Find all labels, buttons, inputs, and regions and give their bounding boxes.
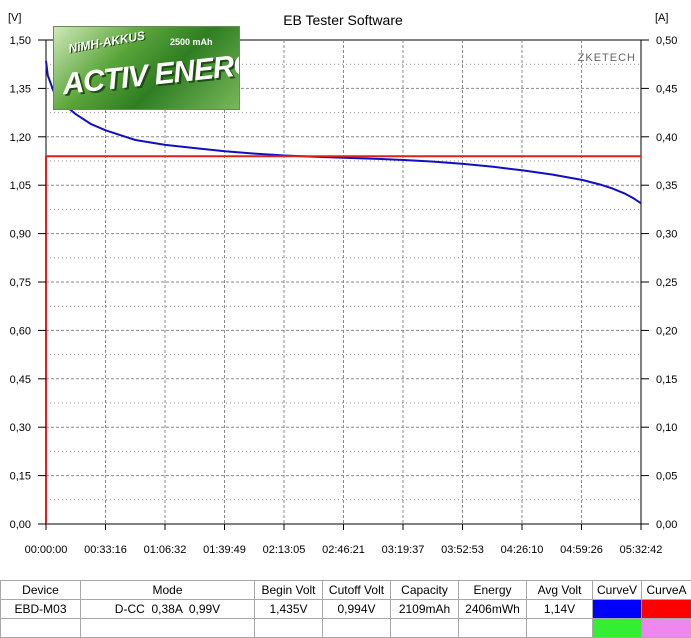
header-capacity: Capacity — [391, 581, 459, 600]
empty-cell — [255, 619, 323, 638]
empty-cell — [81, 619, 255, 638]
y-right-tick-label: 0,30 — [656, 229, 677, 241]
table-header-row: Device Mode Begin Volt Cutoff Volt Capac… — [1, 581, 691, 600]
x-tick-label: 05:32:42 — [620, 544, 663, 556]
logo-text-brand: ACTIV ENERGY — [61, 46, 240, 102]
empty-cell — [459, 619, 527, 638]
x-tick-label: 00:33:16 — [84, 544, 127, 556]
header-avg-volt: Avg Volt — [527, 581, 593, 600]
y-left-tick-label: 1,50 — [10, 35, 31, 47]
y-left-tick-label: 0,75 — [10, 277, 31, 289]
summary-table: Device Mode Begin Volt Cutoff Volt Capac… — [0, 580, 691, 638]
y-right-tick-label: 0,10 — [656, 422, 677, 434]
x-tick-label: 01:39:49 — [203, 544, 246, 556]
y-right-tick-label: 0,50 — [656, 35, 677, 47]
x-tick-label: 00:00:00 — [25, 544, 68, 556]
cell-avg-volt: 1,14V — [527, 600, 593, 619]
cell-capacity: 2109mAh — [391, 600, 459, 619]
y-left-tick-label: 1,05 — [10, 180, 31, 192]
table-row-empty[interactable] — [1, 619, 691, 638]
empty-cell — [323, 619, 391, 638]
extra-color-swatch-1[interactable] — [593, 619, 642, 638]
y-right-tick-label: 0,35 — [656, 180, 677, 192]
header-begin-volt: Begin Volt — [255, 581, 323, 600]
y-left-tick-label: 0,00 — [10, 519, 31, 531]
brand-watermark: ZKETECH — [578, 52, 636, 64]
header-curve-a: CurveA — [642, 581, 691, 600]
y-right-tick-label: 0,25 — [656, 277, 677, 289]
header-curve-v: CurveV — [593, 581, 642, 600]
cell-device: EBD-M03 — [1, 600, 81, 619]
y-left-tick-label: 0,15 — [10, 471, 31, 483]
cell-begin-volt: 1,435V — [255, 600, 323, 619]
y-left-tick-label: 0,30 — [10, 422, 31, 434]
cell-cutoff-volt: 0,994V — [323, 600, 391, 619]
logo-text-nimh: NiMH-AKKUS — [67, 28, 146, 55]
logo-text-capacity: 2500 mAh — [170, 37, 213, 47]
header-energy: Energy — [459, 581, 527, 600]
y-right-tick-label: 0,00 — [656, 519, 677, 531]
chart-title: EB Tester Software — [283, 12, 403, 28]
x-tick-label: 03:19:37 — [382, 544, 425, 556]
y-left-tick-label: 1,35 — [10, 83, 31, 95]
x-tick-label: 04:59:26 — [560, 544, 603, 556]
x-tick-label: 03:52:53 — [441, 544, 484, 556]
y-left-unit: [V] — [8, 12, 21, 24]
x-tick-label: 02:46:21 — [322, 544, 365, 556]
empty-cell — [1, 619, 81, 638]
curve-a-color-swatch[interactable] — [642, 600, 691, 619]
x-tick-label: 01:06:32 — [144, 544, 187, 556]
y-right-unit: [A] — [655, 12, 668, 24]
y-right-tick-label: 0,20 — [656, 325, 677, 337]
extra-color-swatch-2[interactable] — [642, 619, 691, 638]
header-device: Device — [1, 581, 81, 600]
y-right-tick-label: 0,15 — [656, 374, 677, 386]
cell-energy: 2406mWh — [459, 600, 527, 619]
y-left-tick-label: 1,20 — [10, 132, 31, 144]
y-left-tick-label: 0,90 — [10, 229, 31, 241]
battery-photo: NiMH-AKKUS 2500 mAh ACTIV ENERGY — [53, 26, 240, 110]
y-right-tick-label: 0,40 — [656, 132, 677, 144]
header-mode: Mode — [81, 581, 255, 600]
cell-mode: D-CC 0,38A 0,99V — [81, 600, 255, 619]
x-tick-label: 02:13:05 — [263, 544, 306, 556]
curve-v-color-swatch[interactable] — [593, 600, 642, 619]
empty-cell — [391, 619, 459, 638]
y-right-tick-label: 0,05 — [656, 471, 677, 483]
empty-cell — [527, 619, 593, 638]
table-row[interactable]: EBD-M03 D-CC 0,38A 0,99V 1,435V 0,994V 2… — [1, 600, 691, 619]
x-tick-label: 04:26:10 — [501, 544, 544, 556]
y-left-tick-label: 0,60 — [10, 325, 31, 337]
y-right-tick-label: 0,45 — [656, 83, 677, 95]
header-cutoff-volt: Cutoff Volt — [323, 581, 391, 600]
y-left-tick-label: 0,45 — [10, 374, 31, 386]
